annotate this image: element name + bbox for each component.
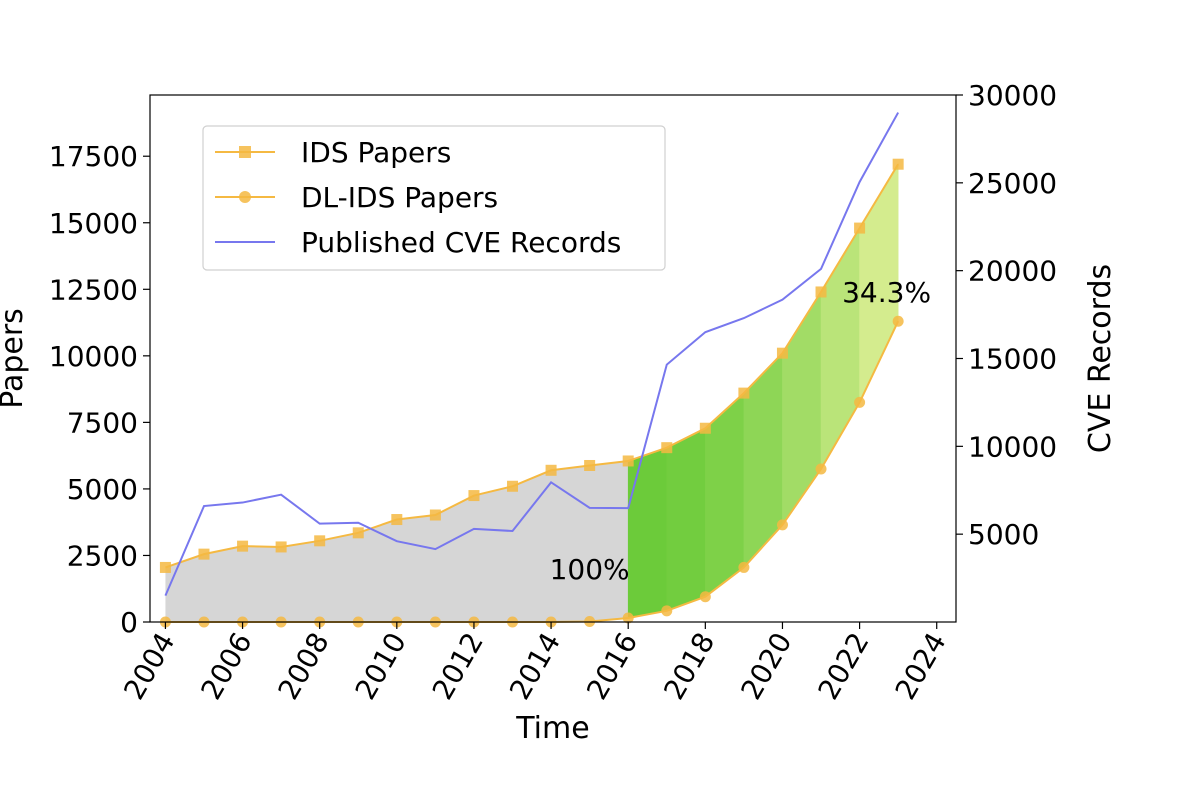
ids-papers-point (776, 347, 788, 359)
y-right-tick-label: 25000 (968, 167, 1057, 200)
dl-ids-papers-point (699, 591, 711, 603)
y-axis-left: 0 2500 5000 7500 10000 12500 15000 17500 (49, 140, 150, 639)
ids-papers-point (699, 422, 711, 434)
x-tick-label: 2012 (426, 627, 490, 705)
y-left-tick-label: 12500 (49, 273, 138, 306)
ids-papers-point (892, 158, 904, 170)
fill-region-green (782, 290, 822, 526)
legend-circle-marker (239, 191, 251, 203)
y-left-tick-label: 5000 (67, 473, 138, 506)
ids-papers-point (854, 222, 866, 234)
y-axis-right: 5000 10000 15000 20000 25000 30000 (956, 79, 1057, 551)
y-right-tick-label: 10000 (968, 430, 1057, 463)
y-left-tick-label: 0 (120, 606, 138, 639)
x-tick-label: 2022 (811, 627, 875, 705)
legend: IDS Papers DL-IDS Papers Published CVE Rec… (202, 125, 666, 271)
y-left-tick-label: 7500 (67, 406, 138, 439)
ids-papers-point (584, 459, 596, 471)
ids-papers-point (622, 455, 634, 467)
ids-papers-point (661, 442, 673, 454)
x-tick-label: 2024 (889, 627, 953, 705)
ids-papers-point (738, 387, 750, 399)
series-line-cve-records (164, 112, 900, 597)
x-tick-label: 2008 (272, 627, 336, 705)
percent-annotation: 34.3% (842, 276, 931, 309)
y-right-tick-label: 5000 (968, 518, 1039, 551)
ids-papers-point (429, 509, 441, 521)
dl-ids-papers-point (776, 519, 788, 531)
ids-papers-point (468, 490, 480, 502)
dl-ids-papers-point (815, 463, 827, 475)
x-tick-label: 2016 (580, 627, 644, 705)
y-left-tick-label: 2500 (67, 539, 138, 572)
series-line-ids-papers (165, 163, 900, 569)
legend-label: Published CVE Records (301, 226, 621, 259)
x-tick-label: 2014 (503, 627, 567, 705)
fill-layer (165, 163, 899, 622)
y-right-tick-label: 20000 (968, 255, 1057, 288)
fill-region-green (666, 427, 706, 612)
fill-region-green (627, 447, 668, 619)
ids-papers-point (545, 464, 557, 476)
ids-papers-point (815, 286, 827, 298)
y-axis-right-title: CVE Records (1083, 264, 1118, 453)
x-tick-label: 2018 (657, 627, 721, 705)
fill-region-green (820, 227, 860, 471)
ids-papers-point (352, 527, 364, 539)
x-axis-title: Time (515, 711, 589, 746)
annotations: 100% 34.3% (550, 276, 931, 586)
ids-papers-point (391, 514, 403, 526)
y-right-tick-label: 15000 (968, 343, 1057, 376)
x-tick-label: 2006 (194, 627, 258, 705)
dl-ids-papers-point (892, 315, 904, 327)
ids-papers-point (237, 540, 249, 552)
legend-label: IDS Papers (301, 136, 451, 169)
y-right-tick-label: 30000 (968, 79, 1057, 112)
x-tick-label: 2020 (734, 627, 798, 705)
legend-box (202, 125, 666, 271)
ids-papers-point (275, 541, 287, 553)
y-axis-left-title: Papers (0, 308, 30, 409)
x-axis: 2004 2006 2008 2010 2012 2014 2016 2018 2020 2022… (117, 622, 953, 705)
x-tick-label: 2010 (349, 627, 413, 705)
fill-region-green (743, 352, 783, 569)
legend-label: DL-IDS Papers (301, 181, 498, 214)
legend-square-marker (239, 146, 251, 158)
ids-papers-point (198, 548, 210, 560)
dl-ids-papers-point (738, 561, 750, 573)
dl-ids-papers-point (854, 396, 866, 408)
percent-annotation: 100% (550, 553, 630, 586)
dl-ids-papers-point (661, 605, 673, 617)
ids-papers-point (314, 535, 326, 547)
y-left-tick-label: 10000 (49, 340, 138, 373)
y-left-tick-label: 15000 (49, 207, 138, 240)
ids-papers-point (159, 561, 171, 573)
dl-ids-papers-point (622, 612, 634, 624)
ids-papers-point (507, 480, 519, 492)
y-left-tick-label: 17500 (49, 140, 138, 173)
